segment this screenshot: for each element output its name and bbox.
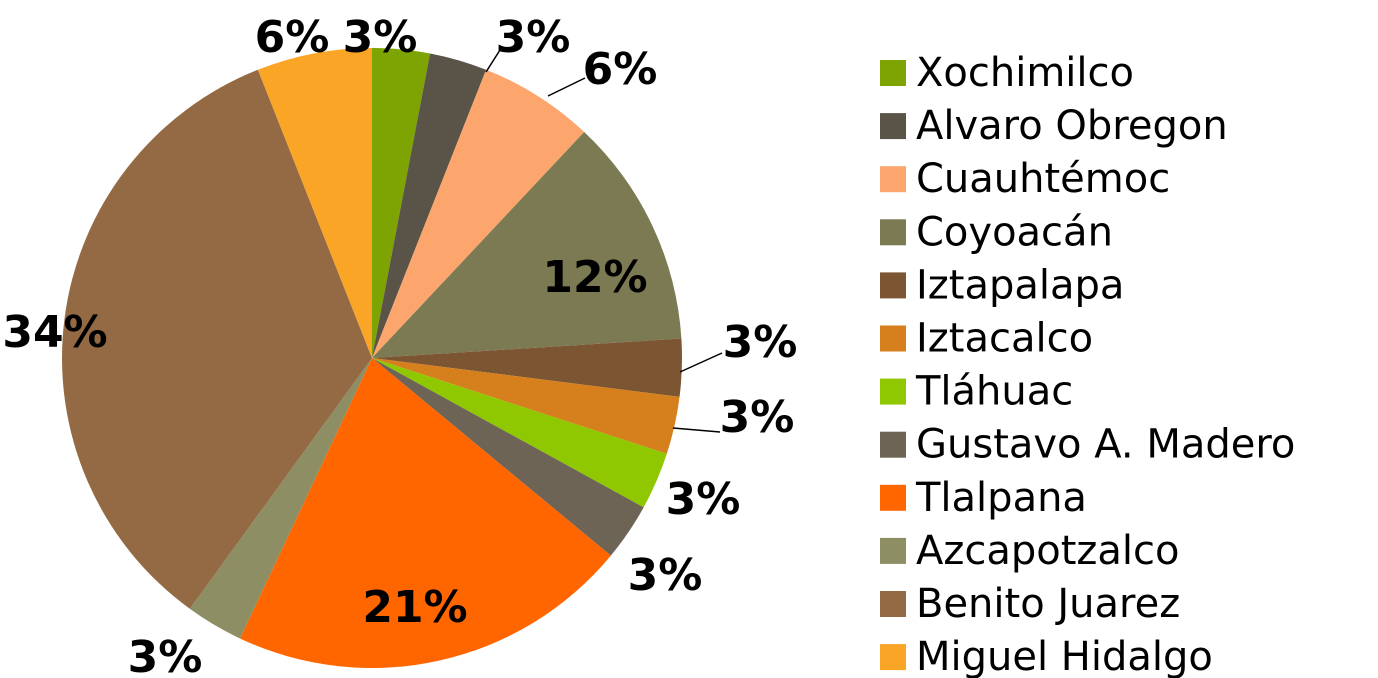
legend-label: Tlalpana xyxy=(915,475,1087,521)
legend-swatch xyxy=(880,272,906,299)
pie-slice xyxy=(257,48,372,358)
legend-swatch xyxy=(880,166,906,193)
legend-label: Tláhuac xyxy=(915,369,1073,415)
legend-label: Gustavo A. Madero xyxy=(916,422,1295,468)
legend-swatch xyxy=(880,219,906,246)
data-label: 3% xyxy=(720,392,795,443)
legend-swatch xyxy=(880,537,906,564)
data-label: 3% xyxy=(723,317,798,368)
pie-slice xyxy=(372,338,683,397)
data-label: 6% xyxy=(583,44,658,95)
pie-slice xyxy=(61,69,372,609)
legend-swatch xyxy=(880,644,906,671)
data-label: 3% xyxy=(343,12,418,63)
legend-label: Coyoacán xyxy=(916,209,1113,255)
leader-line xyxy=(547,77,586,97)
pie-slice xyxy=(189,358,372,639)
legend-swatch xyxy=(880,484,906,511)
legend-label: Iztacalco xyxy=(916,316,1093,362)
pie-slice xyxy=(372,358,680,454)
legend-label: Benito Juarez xyxy=(916,581,1180,627)
leader-line xyxy=(485,49,501,73)
data-label: 34% xyxy=(2,307,107,358)
legend-swatch xyxy=(880,325,906,352)
legend-swatch xyxy=(880,113,906,140)
data-label: 21% xyxy=(362,582,467,633)
legend-label: Miguel Hidalgo xyxy=(916,634,1213,678)
pie-slice xyxy=(372,48,431,358)
legend-swatch xyxy=(880,378,906,405)
pie-slice xyxy=(372,358,644,556)
data-label: 3% xyxy=(666,474,741,525)
data-label: 12% xyxy=(542,252,647,303)
pie-slice xyxy=(240,358,611,668)
data-label: 6% xyxy=(255,12,330,63)
data-label: 3% xyxy=(496,12,571,63)
legend-swatch xyxy=(880,60,906,86)
legend-label: Xochimilco xyxy=(916,50,1134,96)
data-label: 3% xyxy=(128,632,203,678)
legend-label: Iztapalapa xyxy=(916,262,1124,308)
legend-swatch xyxy=(880,431,906,458)
pie-slice xyxy=(372,132,682,358)
legend-label: Azcapotzalco xyxy=(916,528,1180,574)
legend-label: Alvaro Obregon xyxy=(916,103,1228,149)
pie-slice xyxy=(372,53,487,358)
leader-line xyxy=(679,352,723,373)
legend-swatch xyxy=(880,591,906,617)
data-label: 3% xyxy=(628,550,703,601)
pie-slice xyxy=(372,69,585,358)
pie-slice xyxy=(372,358,667,508)
leader-line xyxy=(672,427,721,433)
legend-label: Cuauhtémoc xyxy=(916,156,1170,202)
